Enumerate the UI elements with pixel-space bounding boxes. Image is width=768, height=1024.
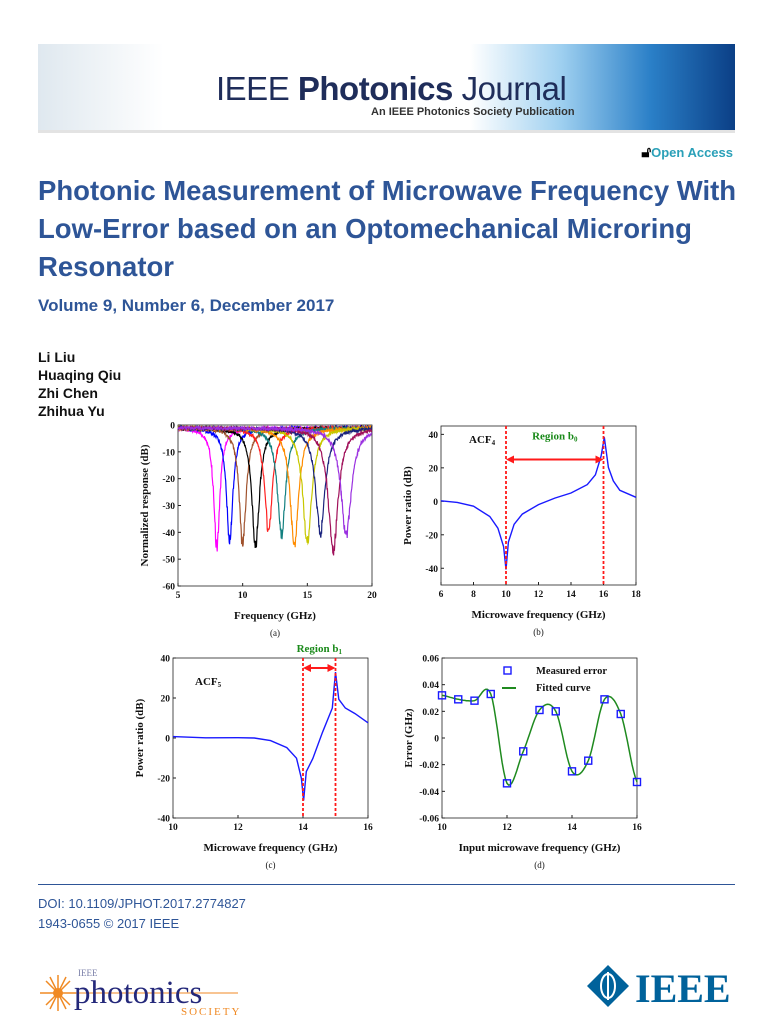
divider (38, 884, 735, 885)
region-subscript: 1 (338, 648, 342, 656)
x-tick-label: 8 (471, 590, 476, 600)
ieee-logo: IEEE (585, 962, 735, 1012)
x-tick-label: 10 (238, 591, 248, 601)
y-tick-label: -50 (162, 556, 175, 566)
panel-label: (d) (534, 860, 545, 870)
region-text: Region b (297, 643, 339, 655)
issn-copyright: 1943-0655 © 2017 IEEE (38, 914, 246, 934)
x-axis-label: Microwave frequency (GHz) (204, 842, 338, 854)
panel-label: (a) (270, 628, 280, 638)
notch-curve-10 (178, 427, 372, 556)
y-tick-label: -40 (157, 815, 170, 825)
plot-frame (442, 658, 637, 818)
acf-subscript: 5 (218, 681, 222, 689)
y-tick-label: 0.06 (422, 655, 439, 665)
y-tick-label: 0 (170, 422, 175, 432)
chart-panel-d: 10 12 14 16 0.06 0.04 0.02 0 -0.02 -0.04 -0.06 Inpu… (403, 655, 642, 871)
x-tick-label: 16 (599, 590, 609, 600)
y-tick-label: -60 (162, 583, 175, 593)
y-tick-label: 0 (165, 735, 170, 745)
acf-label: ACF4 (469, 434, 496, 447)
notch-curve-1 (178, 427, 372, 552)
x-tick-label: 12 (233, 823, 243, 833)
y-axis-label: Power ratio (dB) (402, 466, 414, 545)
legend-label-measured: Measured error (536, 666, 607, 677)
x-axis-label: Input microwave frequency (GHz) (459, 842, 621, 854)
region-label: Region b0 (532, 430, 578, 443)
x-tick-label: 14 (298, 823, 308, 833)
acf-text: ACF (195, 676, 218, 688)
y-tick-label: -20 (162, 475, 175, 485)
y-tick-label: 20 (429, 464, 439, 474)
y-tick-label: 0.04 (422, 681, 439, 691)
x-tick-label: 15 (303, 591, 313, 601)
y-tick-label: 40 (429, 431, 439, 441)
y-tick-label: 20 (161, 695, 171, 705)
power-ratio-curve (173, 672, 368, 801)
region-subscript: 0 (574, 435, 578, 443)
y-tick-label: 0 (434, 735, 439, 745)
logo-society: SOCIETY (181, 1006, 241, 1015)
y-tick-label: -40 (162, 529, 175, 539)
region-label: Region b1 (297, 643, 343, 656)
ieee-wordmark: IEEE (635, 966, 731, 1011)
x-tick-label: 18 (631, 590, 641, 600)
legend-label-fitted: Fitted curve (536, 683, 591, 694)
y-axis-label: Power ratio (dB) (134, 698, 146, 777)
x-tick-label: 5 (176, 591, 181, 601)
paper-cover-page: IEEE Photonics Journal An IEEE Photonics… (0, 0, 768, 1024)
figure-panels: 5 10 15 200-10-20-30-40-50-60Frequency (GHz… (0, 0, 768, 1024)
legend-marker-measured (504, 667, 511, 674)
y-tick-label: -30 (162, 502, 175, 512)
x-tick-label: 10 (168, 823, 178, 833)
x-axis-label: Frequency (GHz) (234, 610, 316, 622)
y-tick-label: -0.04 (419, 788, 439, 798)
y-tick-label: -40 (425, 565, 438, 575)
x-tick-label: 16 (363, 823, 373, 833)
y-axis-label: Error (GHz) (403, 708, 415, 767)
chart-panel-c: 10 12 14 16 40 20 0 -20 -40 Microwave frequency (… (134, 643, 373, 870)
y-tick-label: -0.06 (419, 815, 439, 825)
y-tick-label: 0 (433, 498, 438, 508)
chart-panel-a: 5 10 15 20 0 -10 -20 -30 -40 -50 -60 Frequency (GHz… (139, 422, 377, 639)
y-tick-label: 40 (161, 655, 171, 665)
x-tick-label: 14 (566, 590, 576, 600)
chart-panel-b: 6 8 10 12 14 16 1840200-20-40Microwave frequen… (402, 426, 641, 637)
x-tick-label: 12 (534, 590, 544, 600)
x-tick-label: 10 (437, 823, 447, 833)
y-tick-label: -0.02 (419, 761, 439, 771)
x-tick-label: 10 (501, 590, 511, 600)
region-text: Region b (532, 430, 574, 442)
y-tick-label: -10 (162, 448, 175, 458)
y-tick-label: 0.02 (422, 708, 439, 718)
power-ratio-curve (441, 437, 636, 569)
doi-block: DOI: 10.1109/JPHOT.2017.2774827 1943-065… (38, 894, 246, 934)
acf-label: ACF5 (195, 676, 222, 689)
x-axis-label: Microwave frequency (GHz) (472, 609, 606, 621)
y-tick-label: -20 (425, 531, 438, 541)
y-tick-label: -20 (157, 775, 170, 785)
panel-label: (b) (533, 627, 544, 637)
acf-subscript: 4 (492, 439, 496, 447)
x-tick-label: 6 (439, 590, 444, 600)
panel-label: (c) (266, 860, 276, 870)
y-axis-label: Normalized response (dB) (139, 444, 151, 566)
x-tick-label: 14 (567, 823, 577, 833)
acf-text: ACF (469, 434, 492, 446)
x-tick-label: 12 (502, 823, 512, 833)
x-tick-label: 16 (632, 823, 642, 833)
x-tick-label: 20 (367, 591, 377, 601)
doi[interactable]: DOI: 10.1109/JPHOT.2017.2774827 (38, 894, 246, 914)
photonics-society-logo: IEEE photonics SOCIETY (38, 965, 248, 1015)
